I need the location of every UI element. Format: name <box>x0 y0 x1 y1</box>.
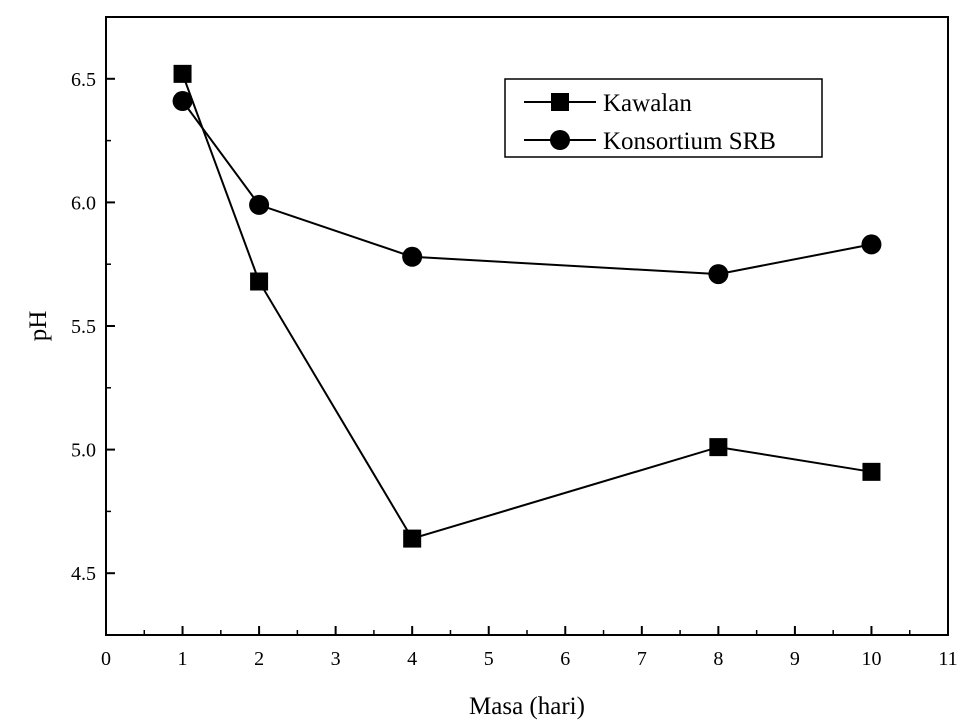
series-0-point <box>862 462 881 481</box>
series-1-point <box>402 246 423 267</box>
x-axis-ticks: 0 1 2 3 4 5 6 7 8 9 10 11 <box>101 626 957 670</box>
y-axis-ticks: 4.5 5.0 5.5 6.0 6.5 <box>71 69 115 585</box>
legend-marker-kawalan <box>551 93 569 111</box>
x-tick-label: 5 <box>484 648 494 670</box>
x-tick-label: 1 <box>178 648 188 670</box>
legend-label-kawalan: Kawalan <box>603 90 692 117</box>
x-tick-label: 10 <box>861 648 881 670</box>
x-tick-label: 3 <box>331 648 341 670</box>
x-axis-title: Masa (hari) <box>469 693 585 720</box>
series-0-point <box>173 64 192 83</box>
series-1-point <box>172 91 193 112</box>
series-1-point <box>708 264 729 285</box>
series-layer <box>172 64 882 548</box>
series-0-point <box>250 272 269 291</box>
x-tick-label: 8 <box>713 648 723 670</box>
x-tick-label: 2 <box>254 648 264 670</box>
x-tick-label: 11 <box>938 648 957 670</box>
series-0-point <box>709 438 728 457</box>
series-1-point <box>861 234 882 255</box>
legend: Kawalan Konsortium SRB <box>504 78 823 158</box>
x-tick-label: 4 <box>407 648 417 670</box>
y-axis-title: pH <box>25 311 52 342</box>
legend-marker-konsortium <box>550 130 570 150</box>
y-tick-label: 4.5 <box>71 563 96 585</box>
series-0-point <box>403 529 422 548</box>
y-tick-label: 6.0 <box>71 192 96 214</box>
x-tick-label: 9 <box>790 648 800 670</box>
legend-label-konsortium: Konsortium SRB <box>603 128 776 155</box>
y-tick-label: 5.0 <box>71 440 96 462</box>
x-tick-label: 0 <box>101 648 111 670</box>
series-1-point <box>249 194 270 215</box>
x-tick-label: 7 <box>637 648 647 670</box>
y-tick-label: 6.5 <box>71 69 96 91</box>
x-tick-label: 6 <box>560 648 570 670</box>
y-tick-label: 5.5 <box>71 316 96 338</box>
